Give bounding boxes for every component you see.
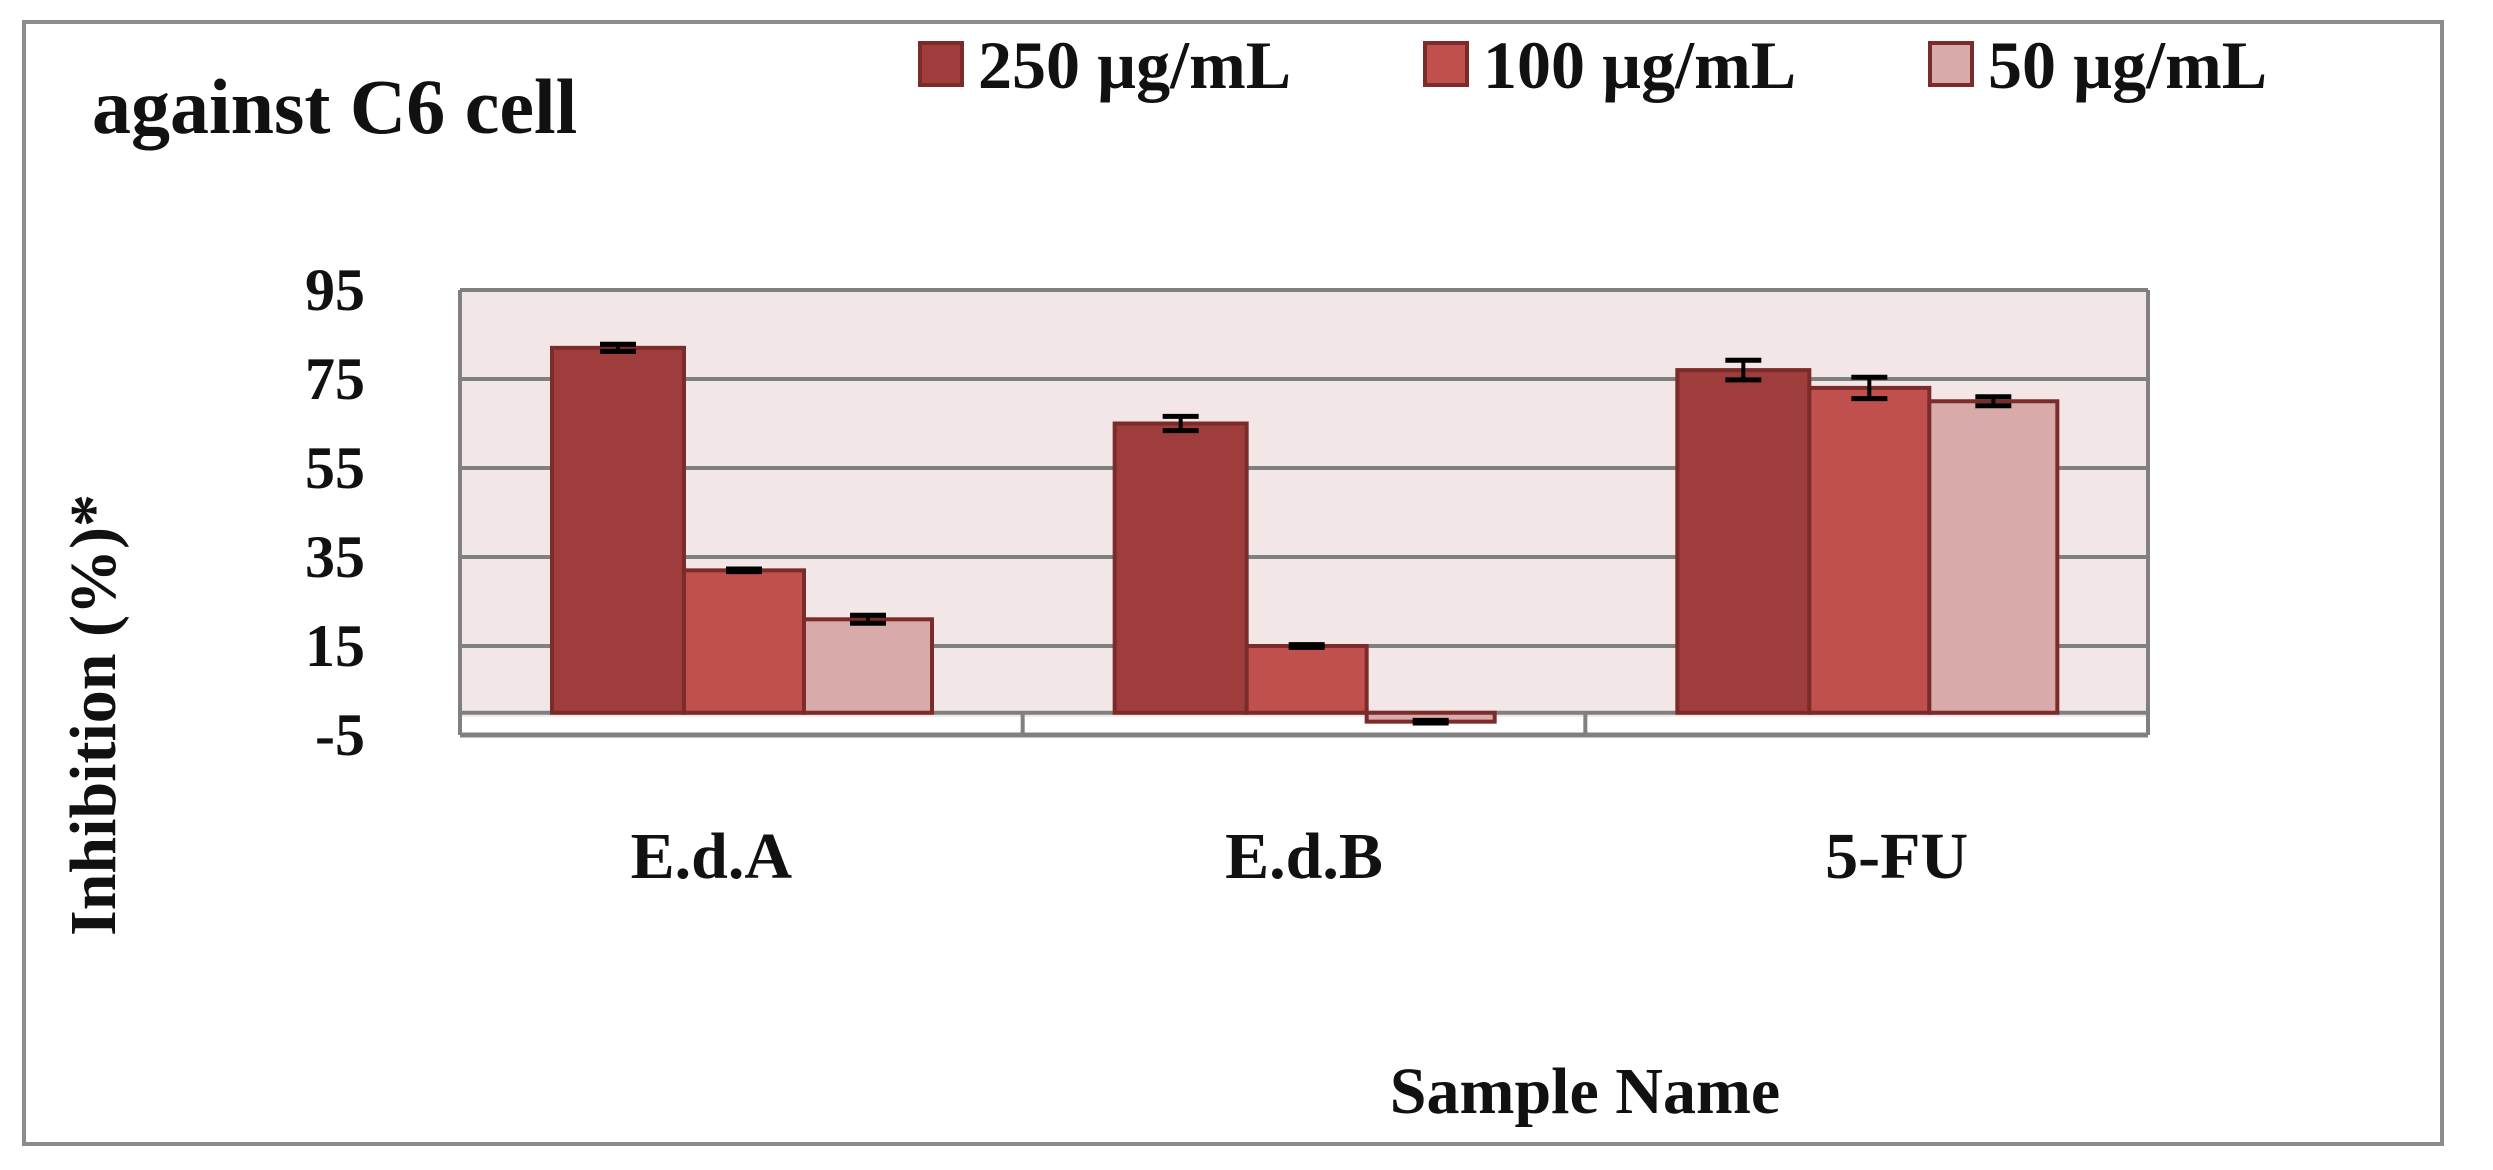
y-tick-label: 55	[305, 435, 365, 501]
chart-title: against C6 cell	[92, 63, 577, 150]
legend-label: 50 µg/mL	[1988, 27, 2267, 103]
bar-2-2	[1927, 399, 2060, 715]
bar-1-1	[1244, 644, 1369, 715]
y-tick-label: 75	[305, 346, 365, 412]
x-category-label: E.d.A	[631, 820, 793, 893]
legend-swatch	[1423, 41, 1469, 87]
y-axis-ticks: 95 75 55 35 15 -5	[305, 257, 365, 768]
y-axis-title: Inhibition (%)*	[57, 494, 130, 936]
x-category-label: E.d.B	[1225, 820, 1383, 893]
x-category-label: 5-FU	[1825, 820, 1968, 893]
bar-0-2	[802, 617, 934, 715]
bar-1-0	[1112, 421, 1249, 715]
bar-2-0	[1675, 368, 1812, 715]
bar-0-1	[682, 568, 806, 715]
legend: 250 µg/mL 100 µg/mL 50 µg/mL	[918, 27, 2267, 103]
y-tick-label: 35	[305, 524, 365, 590]
bar-2-1	[1807, 385, 1932, 715]
bar-0-0	[550, 345, 686, 715]
x-axis-categories: E.d.A E.d.B 5-FU	[631, 820, 1969, 893]
bars	[550, 341, 2060, 726]
legend-swatch	[918, 41, 964, 87]
y-tick-label: -5	[315, 702, 365, 768]
legend-label: 100 µg/mL	[1483, 27, 1796, 103]
x-axis-title: Sample Name	[1390, 1055, 1780, 1128]
legend-label: 250 µg/mL	[978, 27, 1291, 103]
legend-swatch	[1928, 41, 1974, 87]
y-tick-label: 95	[305, 257, 365, 323]
y-tick-label: 15	[305, 613, 365, 679]
